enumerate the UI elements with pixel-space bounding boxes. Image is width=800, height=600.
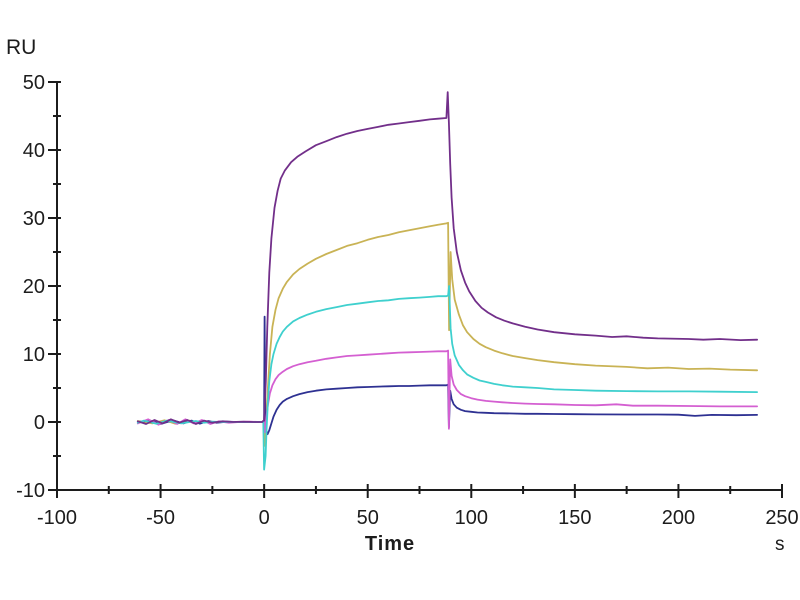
- x-tick-label: 0: [259, 507, 270, 529]
- y-tick-label: 20: [23, 276, 45, 298]
- x-tick-label: 150: [558, 507, 591, 529]
- x-tick-label: 200: [662, 507, 695, 529]
- y-tick-label: 40: [23, 140, 45, 162]
- x-axis-unit-label: s: [775, 534, 785, 555]
- y-axis-unit-label: RU: [6, 36, 37, 59]
- y-tick-label: -10: [16, 480, 45, 502]
- x-tick-label: 50: [357, 507, 379, 529]
- y-tick-label: 10: [23, 344, 45, 366]
- y-tick-label: 30: [23, 208, 45, 230]
- x-axis-title: Time: [364, 533, 416, 555]
- y-tick-label: 0: [34, 412, 45, 434]
- curve-purple: [136, 91, 758, 425]
- curve-dark-yellow: [136, 221, 758, 447]
- x-tick-label: 100: [455, 507, 488, 529]
- x-tick-label: -100: [37, 507, 77, 529]
- x-tick-label: -50: [146, 507, 175, 529]
- curve-cyan-turquoise: [136, 285, 758, 471]
- x-tick-label: 250: [765, 507, 798, 529]
- curve-navy-blue: [136, 315, 758, 436]
- y-tick-label: 50: [23, 72, 45, 94]
